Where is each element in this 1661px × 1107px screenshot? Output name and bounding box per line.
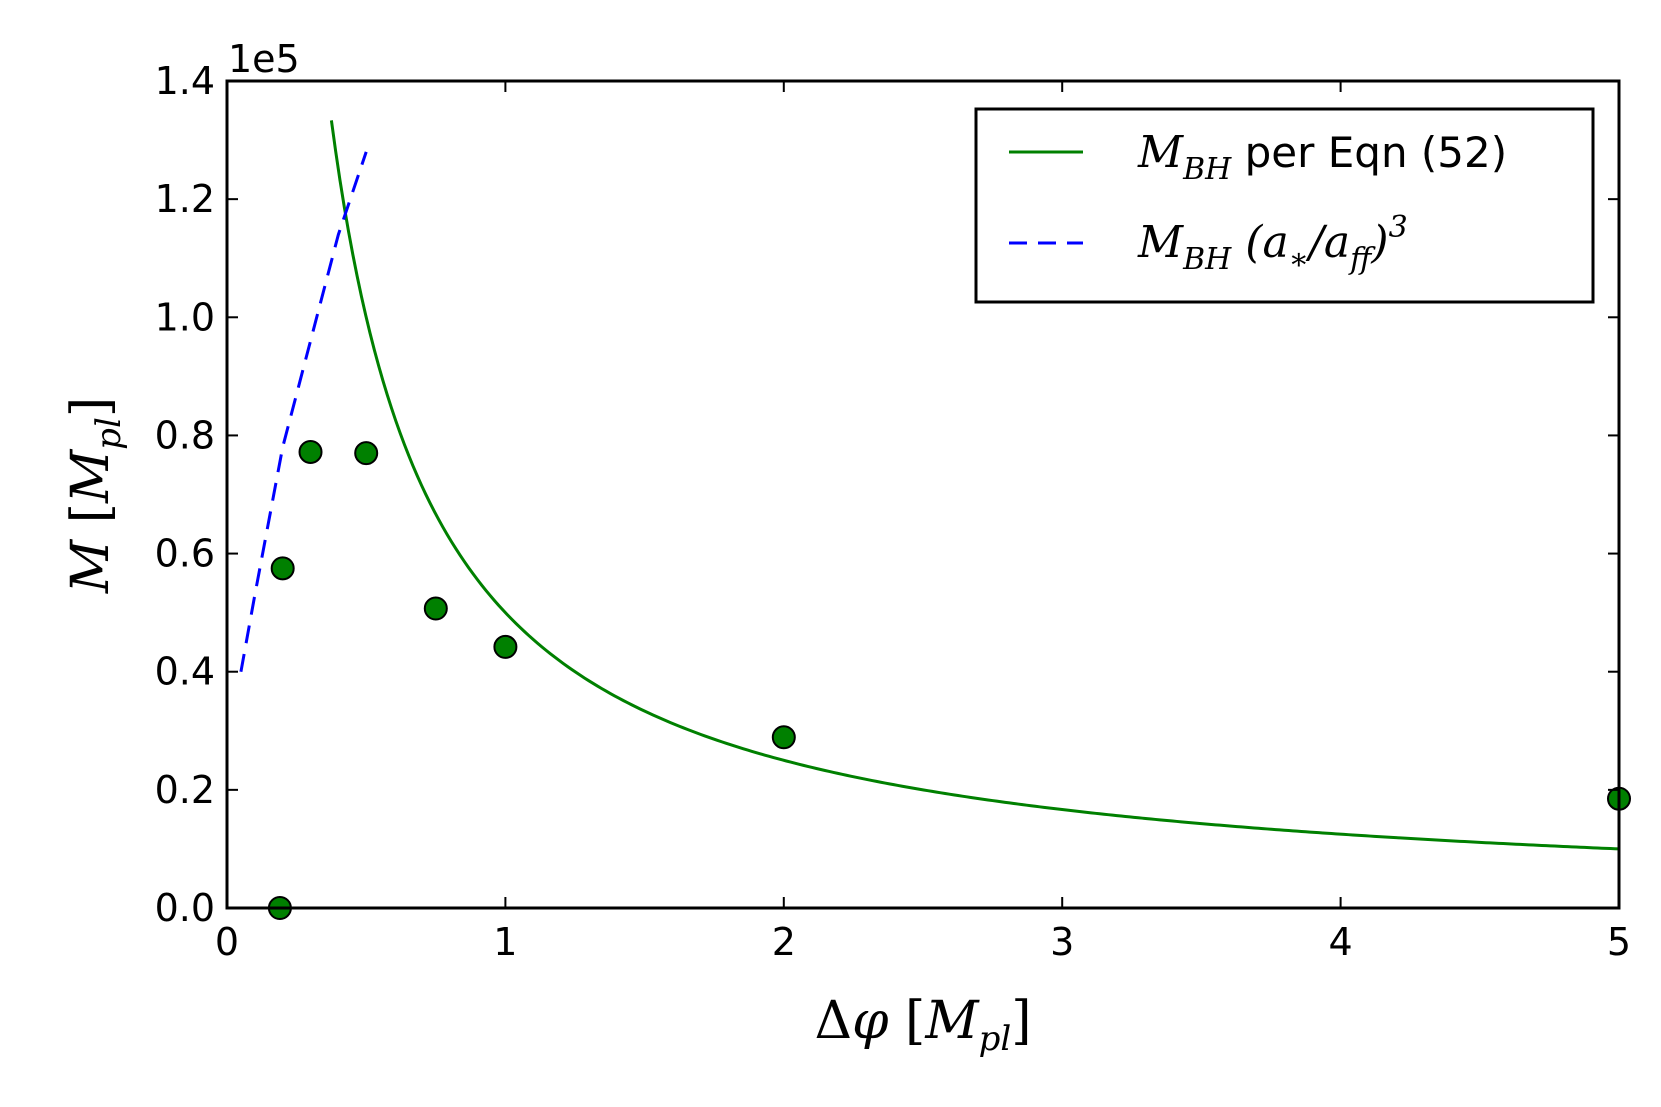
legend-box xyxy=(974,107,1595,304)
y-tick-label: 1.4 xyxy=(155,59,215,103)
legend-entry-ratio: MBH (a∗/aff)3 xyxy=(1137,210,1408,277)
y-tick-label: 0.4 xyxy=(155,650,215,694)
plot-lines xyxy=(239,120,1619,851)
series-line-eqn52 xyxy=(329,120,1619,851)
plot-points xyxy=(267,439,1631,920)
data-point xyxy=(298,439,323,464)
x-tick-label: 1 xyxy=(493,920,517,964)
legend: MBH per Eqn (52) MBH (a∗/aff)3 xyxy=(974,107,1595,304)
x-tick-label: 0 xyxy=(215,920,239,964)
axis-ticks xyxy=(226,80,1620,909)
data-point xyxy=(423,596,448,621)
x-tick-label: 2 xyxy=(772,920,796,964)
y-tick-label: 1.2 xyxy=(155,177,215,221)
x-tick-label: 3 xyxy=(1050,920,1074,964)
series-line-ratio-dashed xyxy=(239,151,368,672)
legend-entry-eqn52: MBH per Eqn (52) xyxy=(1137,127,1507,187)
data-point xyxy=(493,634,518,659)
y-offset-text: 1e5 xyxy=(228,37,300,81)
y-tick-label: 1.0 xyxy=(155,295,215,339)
x-axis-label: Δφ [Mpl] xyxy=(815,991,1032,1059)
x-tick-label: 4 xyxy=(1329,920,1353,964)
y-tick-label: 0.0 xyxy=(155,886,215,930)
data-point xyxy=(270,556,295,581)
x-tick-label: 5 xyxy=(1607,920,1631,964)
y-axis-label: M [Mpl] xyxy=(61,397,129,594)
y-tick-label: 0.2 xyxy=(155,768,215,812)
axis-tick-labels: 0 1 2 3 4 5 0.0 0.2 0.4 0.6 0.8 1.0 1.2 1.4 xyxy=(155,59,1632,964)
data-point xyxy=(354,441,379,466)
y-tick-label: 0.8 xyxy=(155,413,215,457)
plot-frame xyxy=(225,79,1621,910)
data-point xyxy=(771,725,796,750)
y-tick-label: 0.6 xyxy=(155,532,215,576)
